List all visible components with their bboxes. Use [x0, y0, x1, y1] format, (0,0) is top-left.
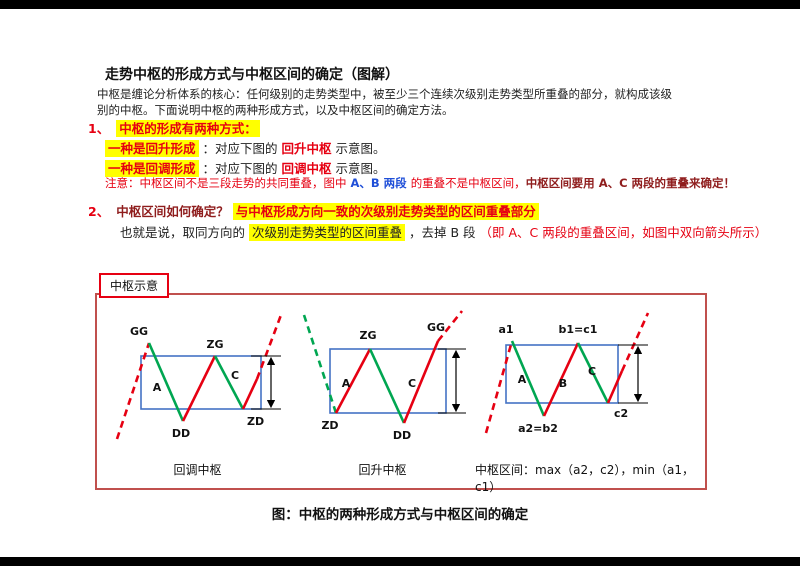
segment-c-up [402, 340, 440, 424]
bullet-pullback-text-2: 示意图。 [335, 161, 386, 176]
segment-c-down [213, 355, 245, 410]
diagram-pullback-pivot: GG ZG A C DD ZD [115, 314, 283, 440]
label-a2b2: a2=b2 [518, 422, 558, 435]
diagram-rebound-caption: 回升中枢 [358, 463, 407, 477]
item2-overlap-highlight: 次级别走势类型的区间重叠 [249, 224, 406, 241]
figure-box: GG ZG A C DD ZD 回调中枢 [95, 293, 707, 494]
segment-c-down [576, 342, 610, 404]
label-c: C [588, 365, 596, 378]
label-zd: ZD [247, 415, 264, 428]
entry-trend-dashed [302, 314, 338, 414]
bullet-pullback-highlight: 一种是回调形成 [105, 160, 199, 177]
overlap-note-line: 注意：中枢区间不是三段走势的共同重叠，图中 A、B 两段 的重叠不是中枢区间，中… [105, 176, 777, 191]
label-gg: GG [130, 325, 148, 338]
bottom-border-bar [0, 557, 800, 566]
note-dark-emphasis: 中枢区间要用 A、C 两段的重叠来确定！ [525, 176, 736, 190]
bullet-pullback-text-1: ：对应下图的 [202, 161, 278, 176]
diagram-pullback-caption: 回调中枢 [173, 463, 222, 477]
diagram-range-caption: 中枢区间：max（a2，c2），min（a1，c1） [475, 463, 694, 494]
top-border-bar [0, 0, 800, 9]
intro-line-1: 中枢是缠论分析体系的核心：任何级别的走势类型中，被至少三个连续次级别走势类型所重… [97, 87, 672, 101]
bullet-rise-highlight: 一种是回升形成 [105, 140, 199, 157]
bullet-rise-formed: 一种是回升形成 ：对应下图的 回升中枢 示意图。 [105, 138, 386, 157]
segment-a-up [334, 348, 372, 414]
item2-heading-line: 2、 中枢区间如何确定？ 与中枢形成方向一致的次级别走势类型的区间重叠部分 [88, 201, 539, 220]
item1-number: 1、 [88, 121, 110, 136]
item2-text-1: 也就是说，取同方向的 [120, 225, 246, 240]
exit-trend-dashed [620, 312, 650, 372]
pivot-range-rect [140, 355, 262, 410]
label-zd: ZD [321, 419, 338, 432]
item2-definition-highlight: 与中枢形成方向一致的次级别走势类型的区间重叠部分 [232, 203, 539, 220]
exit-trend-dashed [436, 310, 464, 342]
segment-b-up [542, 342, 580, 417]
item2-text-2: ，去掉 B 段 [409, 225, 476, 240]
bullet-pullback-formed: 一种是回调形成 ：对应下图的 回调中枢 示意图。 [105, 158, 386, 177]
label-c2: c2 [614, 407, 628, 420]
item2-explanation-line: 也就是说，取同方向的 次级别走势类型的区间重叠 ，去掉 B 段 （即 A、C 两… [120, 222, 767, 241]
note-red-2: 的重叠不是中枢区间， [410, 176, 526, 190]
label-b: B [559, 377, 567, 390]
figure-tab-label: 中枢示意 [99, 273, 170, 298]
pivot-range-rect [329, 348, 447, 414]
label-dd: DD [393, 429, 411, 442]
figure-bottom-caption: 图：中枢的两种形成方式与中枢区间的确定 [271, 507, 529, 523]
label-c: C [408, 377, 416, 390]
label-a: A [153, 381, 162, 394]
item1-heading: 中枢的形成有两种方式： [116, 120, 260, 137]
item2-number: 2、 [88, 204, 110, 219]
diagram-rebound-column: ZD ZG DD GG A C 回升中枢 [290, 301, 475, 478]
note-red-1: 注意：中枢区间不是三段走势的共同重叠，图中 [105, 176, 347, 190]
diagram-rebound-pivot: ZD ZG DD GG A C [302, 310, 466, 442]
diagram-pivot-range: a1 b1=c1 a2=b2 c2 A B C [484, 312, 650, 435]
label-c: C [231, 369, 239, 382]
label-a1: a1 [498, 323, 513, 336]
label-zg: ZG [206, 338, 223, 351]
intro-paragraph: 中枢是缠论分析体系的核心：任何级别的走势类型中，被至少三个连续次级别走势类型所重… [97, 87, 737, 118]
segment-b-down [368, 348, 406, 424]
note-ab-segments: A、B 两段 [346, 176, 411, 190]
segment-a-down [147, 342, 185, 422]
item2-heading: 中枢区间如何确定？ [116, 204, 229, 219]
entry-trend-dashed [484, 340, 514, 434]
exit-segment [241, 378, 259, 410]
entry-trend-dashed [115, 342, 151, 440]
label-gg: GG [427, 321, 445, 334]
label-dd: DD [172, 427, 190, 440]
bullet-rise-text-1: ：对应下图的 [202, 141, 278, 156]
bullet-pullback-keyword: 回调中枢 [281, 161, 332, 176]
diagram-range-column: a1 b1=c1 a2=b2 c2 A B C 中枢区间：max（a2，c2），… [475, 301, 697, 495]
intro-line-2: 别的中枢。下面说明中枢的两种形成方式，以及中枢区间的确定方法。 [97, 102, 454, 117]
bullet-rise-keyword: 回升中枢 [281, 141, 332, 156]
diagram-pullback-column: GG ZG A C DD ZD 回调中枢 [105, 301, 290, 478]
exit-segment [606, 370, 624, 404]
label-a: A [342, 377, 351, 390]
segment-b-up [181, 355, 217, 422]
pivot-range-rect [505, 344, 619, 404]
label-a: A [518, 373, 527, 386]
page-title: 走势中枢的形成方式与中枢区间的确定（图解） [105, 67, 399, 83]
segment-a-down [510, 340, 546, 417]
item1-heading-line: 1、 中枢的形成有两种方式： [88, 118, 260, 137]
label-zg: ZG [359, 329, 376, 342]
item2-paren-note: （即 A、C 两段的重叠区间，如图中双向箭头所示） [479, 225, 768, 240]
bullet-rise-text-2: 示意图。 [335, 141, 386, 156]
label-b1c1: b1=c1 [559, 323, 598, 336]
